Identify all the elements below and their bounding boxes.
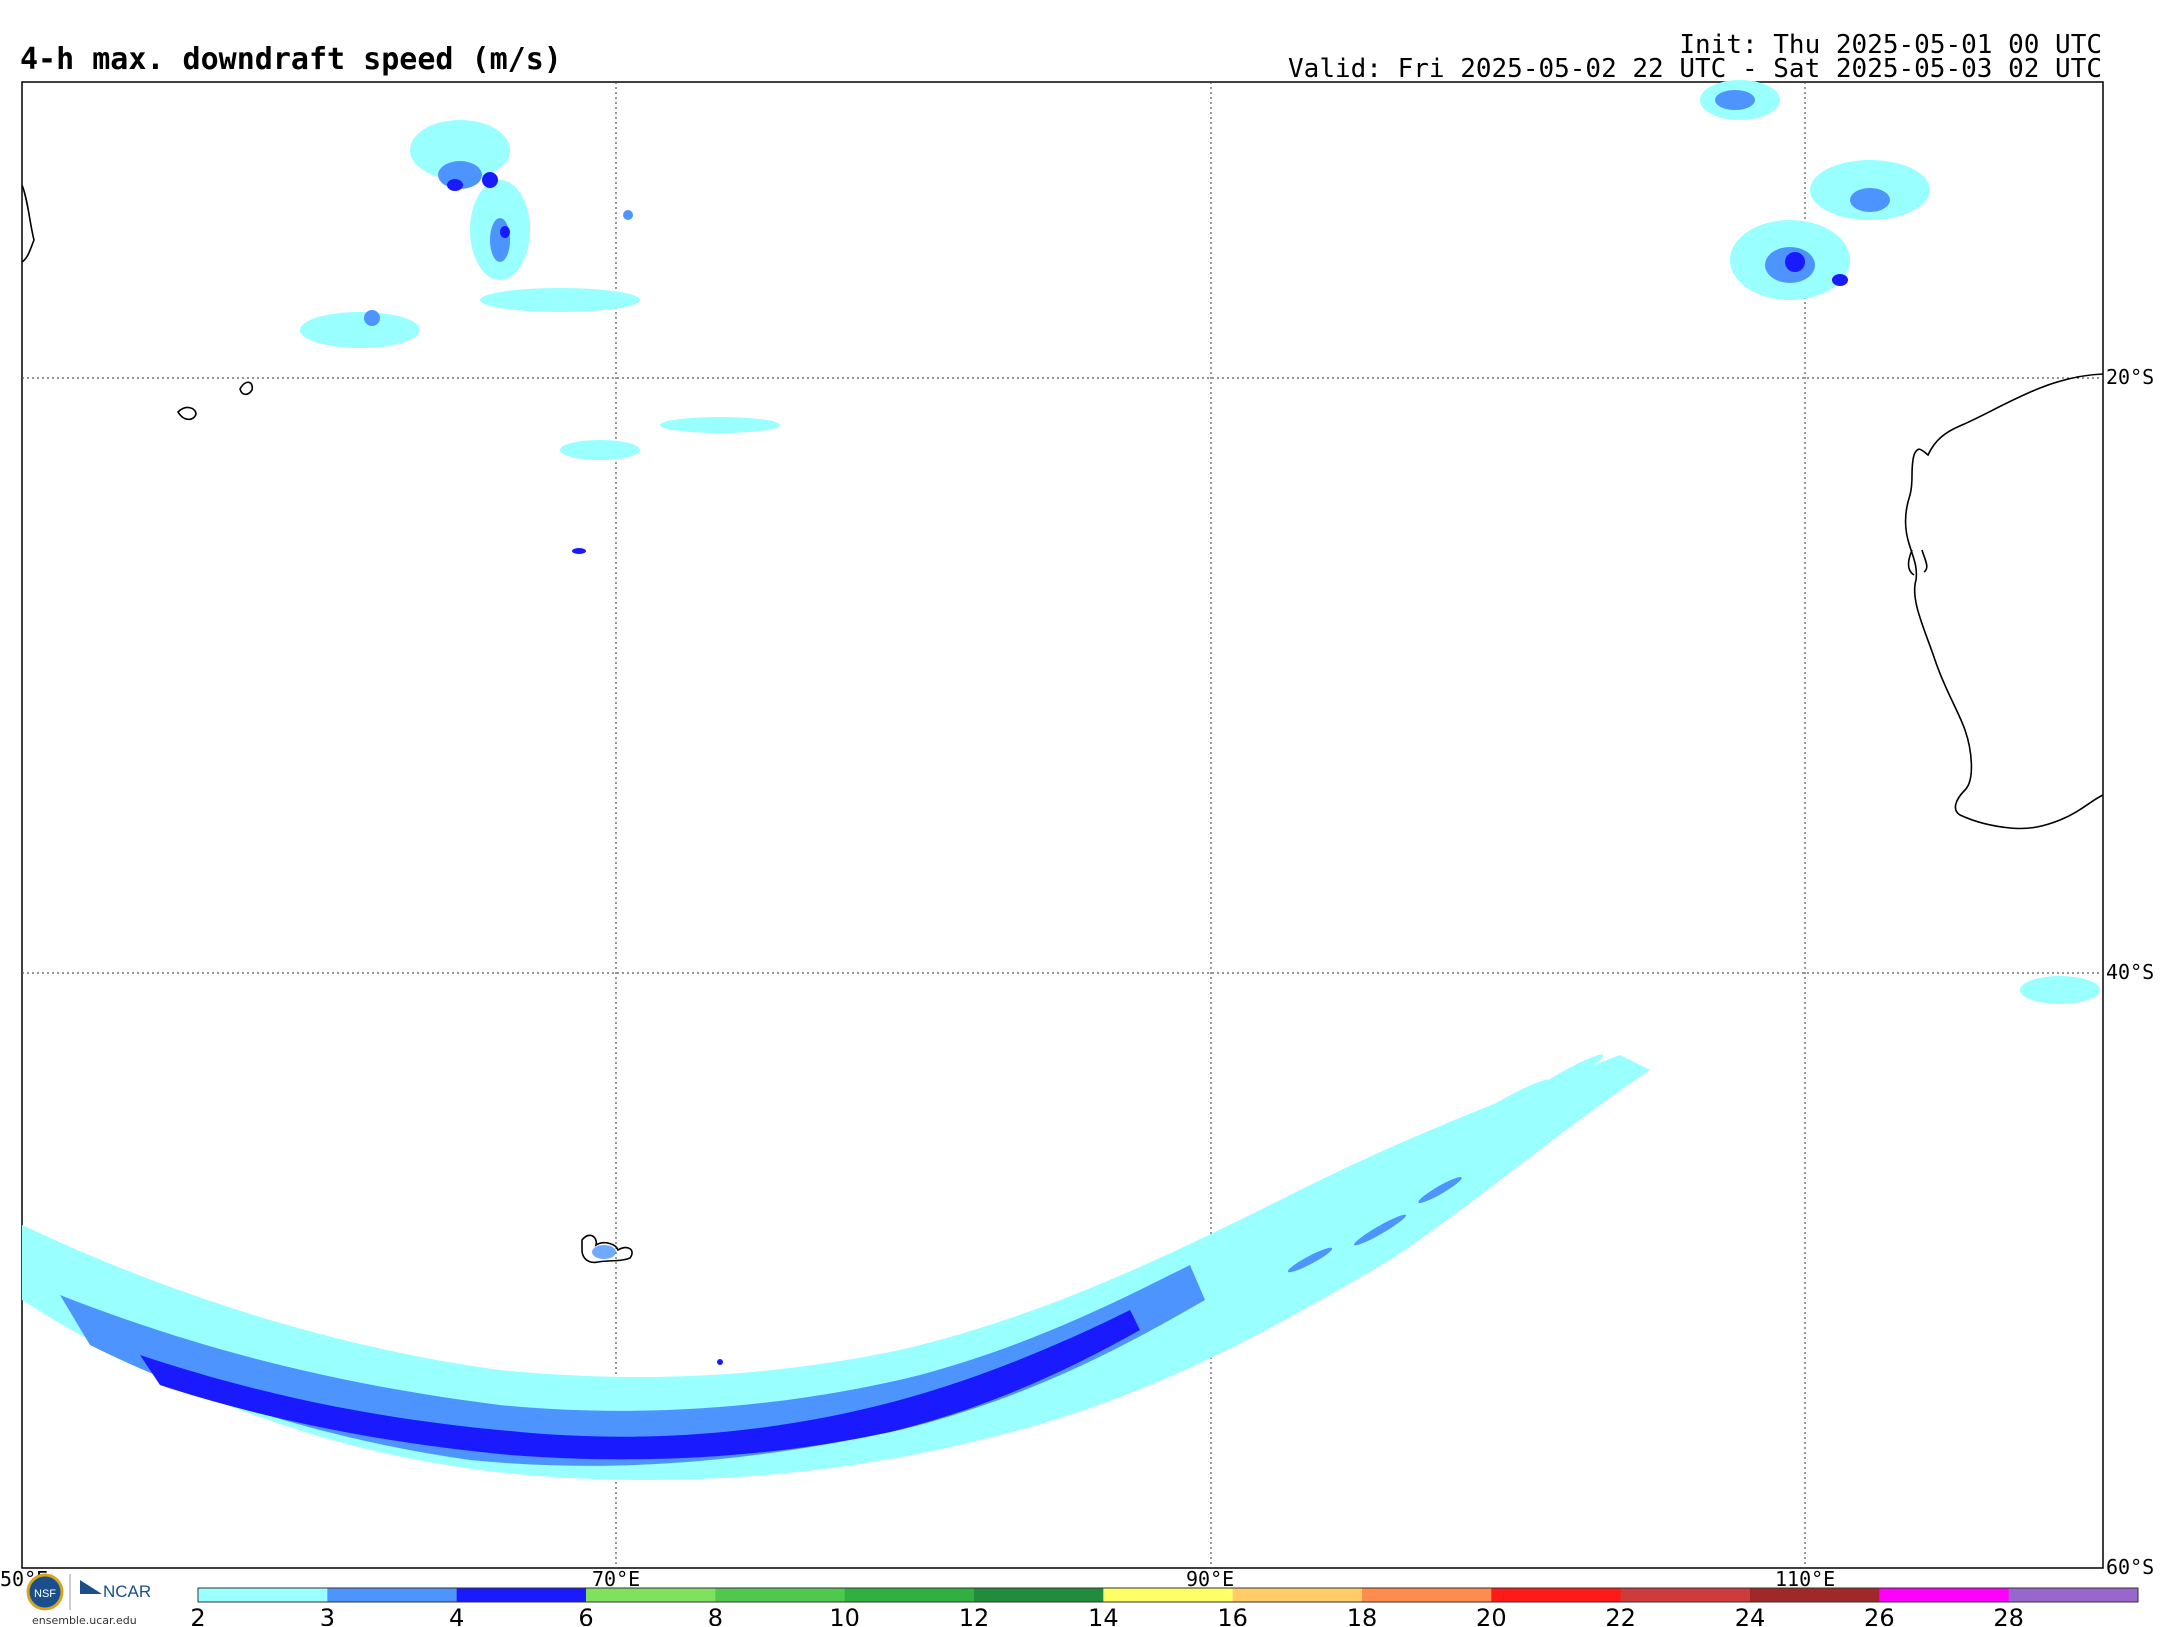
- gridlines: [22, 82, 2103, 1568]
- colorbar-label: 14: [1088, 1604, 1119, 1626]
- colorbar-swatch: [1491, 1588, 1622, 1602]
- colorbar-label: 22: [1605, 1604, 1636, 1626]
- kerguelen-fill: [592, 1245, 616, 1259]
- logo-area: NSF: [26, 1573, 102, 1611]
- reunion-coast: [239, 381, 254, 396]
- colorbar-swatch: [844, 1588, 975, 1602]
- colorbar-outline: [197, 1587, 2139, 1603]
- colorbar-label: 28: [1993, 1604, 2024, 1626]
- band-darkstreaks: [717, 1177, 1462, 1365]
- band-streaks: [1190, 1054, 1604, 1324]
- colorbar-label: 16: [1217, 1604, 1248, 1626]
- colorbar-swatch: [198, 1588, 328, 1602]
- colorbar-label: 26: [1864, 1604, 1895, 1626]
- nsf-logo-text: NSF: [34, 1588, 56, 1600]
- colorbar-swatch: [974, 1588, 1104, 1602]
- valid-time: Valid: Fri 2025-05-02 22 UTC - Sat 2025-…: [1288, 54, 2102, 84]
- colorbar: 2 3 4 6 8 10 12 14 16 18 20 22 24 26 28: [190, 1587, 2139, 1626]
- coastlines: [21, 184, 2104, 1264]
- colorbar-label: 12: [959, 1604, 990, 1626]
- colorbar-swatch: [1750, 1588, 1880, 1602]
- axis-labels: 50°E 70°E 90°E 110°E 20°S 40°S 60°S: [0, 365, 2154, 1591]
- colorbar-label: 3: [320, 1604, 335, 1626]
- downdraft-band: [22, 1054, 1650, 1480]
- colorbar-label: 2: [190, 1604, 205, 1626]
- nsf-logo-icon: [26, 1573, 64, 1611]
- colorbar-swatch: [715, 1588, 846, 1602]
- australia-coast: [1904, 373, 2104, 830]
- colorbar-swatch: [456, 1588, 587, 1602]
- lat-label-20s: 20°S: [2106, 365, 2154, 389]
- colorbar-label: 10: [829, 1604, 860, 1626]
- colorbar-swatch: [1620, 1588, 1751, 1602]
- ncar-logo-icon: [80, 1580, 102, 1594]
- colorbar-swatch: [586, 1588, 716, 1602]
- band-light: [22, 1055, 1650, 1480]
- site-url: ensemble.ucar.edu: [32, 1614, 137, 1627]
- colorbar-label: 24: [1735, 1604, 1766, 1626]
- map-frame: [21, 81, 2104, 1569]
- colorbar-swatch: [1879, 1588, 2010, 1602]
- colorbar-swatch: [1362, 1588, 1492, 1602]
- map-title: 4-h max. downdraft speed (m/s): [20, 42, 562, 77]
- colorbar-swatch: [327, 1588, 458, 1602]
- colorbar-label: 6: [578, 1604, 593, 1626]
- lon-label-70e: 70°E: [592, 1567, 640, 1591]
- band-dark: [140, 1310, 1140, 1460]
- lon-label-110e: 110°E: [1775, 1567, 1835, 1591]
- init-time: Init: Thu 2025-05-01 00 UTC: [1679, 30, 2102, 60]
- kerguelen-coast: [581, 1234, 633, 1264]
- lat-label-40s: 40°S: [2106, 960, 2154, 984]
- mauritius-coast: [176, 406, 197, 421]
- colorbar-swatch: [1103, 1588, 1234, 1602]
- north-convection: [300, 80, 2100, 1004]
- colorbar-label: 8: [708, 1604, 723, 1626]
- shark-bay-coast: [1907, 549, 1928, 576]
- ncar-logo-label: NCAR: [103, 1582, 152, 1601]
- colorbar-label: 20: [1476, 1604, 1507, 1626]
- colorbar-label: 4: [449, 1604, 464, 1626]
- madagascar-coast: [21, 184, 35, 263]
- lon-label-90e: 90°E: [1186, 1567, 1234, 1591]
- colorbar-swatch: [1232, 1588, 1363, 1602]
- colorbar-label: 18: [1347, 1604, 1378, 1626]
- lat-label-60s: 60°S: [2106, 1555, 2154, 1579]
- colorbar-swatch: [2008, 1588, 2139, 1602]
